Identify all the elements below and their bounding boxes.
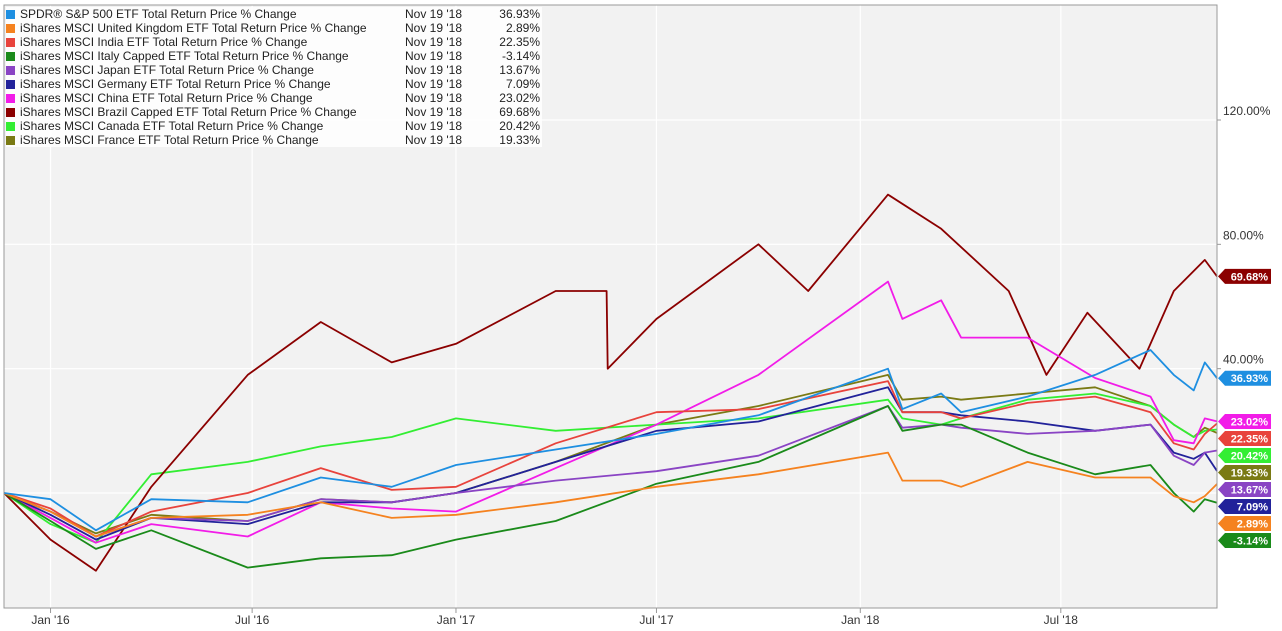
end-value-tag: [1218, 515, 1271, 531]
legend-date: Nov 19 '18: [405, 133, 462, 147]
legend-date: Nov 19 '18: [405, 35, 462, 49]
end-value-label: -3.14%: [1233, 535, 1268, 547]
legend-date: Nov 19 '18: [405, 77, 462, 91]
legend-value: 20.42%: [499, 119, 540, 133]
legend-series-name: iShares MSCI Japan ETF Total Return Pric…: [20, 63, 314, 77]
series-line: [3, 451, 1218, 538]
end-value-label: 2.89%: [1237, 518, 1268, 530]
legend-swatch: [6, 65, 15, 75]
legend-series-name: iShares MSCI Canada ETF Total Return Pri…: [20, 119, 324, 133]
legend-value: 22.35%: [499, 35, 540, 49]
legend-swatch: [6, 37, 15, 47]
legend-date: Nov 19 '18: [405, 7, 462, 21]
legend-value: 13.67%: [499, 63, 540, 77]
x-axis: Jan '16 Jul '16 Jan '17 Jul '17 Jan '18 Jul '…: [31, 608, 1078, 627]
legend-item: iShares MSCI United Kingdom ETF Total Re…: [6, 21, 542, 35]
x-tick-label: Jan '16: [31, 613, 70, 627]
legend-series-name: iShares MSCI United Kingdom ETF Total Re…: [20, 21, 367, 35]
legend-item: iShares MSCI Brazil Capped ETF Total Ret…: [6, 105, 542, 119]
x-tick-label: Jul '18: [1044, 613, 1079, 627]
legend-value: -3.14%: [501, 49, 540, 63]
legend-series-name: iShares MSCI India ETF Total Return Pric…: [20, 35, 308, 49]
series-line: [3, 405, 1218, 538]
legend-item: SPDR® S&P 500 ETF Total Return Price % C…: [6, 7, 542, 21]
legend-series-name: SPDR® S&P 500 ETF Total Return Price % C…: [20, 7, 297, 21]
legend-series-name: iShares MSCI Germany ETF Total Return Pr…: [20, 77, 331, 91]
legend-series-name: iShares MSCI Italy Capped ETF Total Retu…: [20, 49, 349, 63]
series-line: [3, 380, 1218, 538]
end-value-label: 13.67%: [1231, 484, 1269, 496]
legend-value: 7.09%: [505, 77, 540, 91]
legend-date: Nov 19 '18: [405, 63, 462, 77]
legend-value: 36.93%: [499, 7, 540, 21]
legend-swatch: [6, 79, 15, 89]
legend: SPDR® S&P 500 ETF Total Return Price % C…: [6, 7, 542, 147]
end-value-tag: [1218, 532, 1271, 548]
series-line: [3, 349, 1218, 532]
end-value-label: 20.42%: [1231, 450, 1269, 462]
end-value-label: 23.02%: [1231, 416, 1269, 428]
series-line: [3, 405, 1218, 569]
legend-series-name: iShares MSCI China ETF Total Return Pric…: [20, 91, 313, 105]
end-value-tag: [1218, 430, 1271, 446]
end-value-tag: [1218, 464, 1271, 480]
legend-swatch: [6, 23, 15, 33]
y-tick-label: 120.00%: [1223, 104, 1271, 118]
series-line: [3, 386, 1218, 541]
legend-value: 19.33%: [499, 133, 540, 147]
end-value-labels: 69.68% 36.93% 23.02% 22.35% 20.42% 19.33% 13.6…: [1218, 268, 1271, 548]
series-line: [3, 392, 1218, 544]
end-value-tag: [1218, 413, 1271, 429]
series-layer: [3, 193, 1218, 572]
legend-series-name: iShares MSCI France ETF Total Return Pri…: [20, 133, 319, 147]
legend-item: iShares MSCI India ETF Total Return Pric…: [6, 35, 542, 49]
end-value-label: 69.68%: [1231, 271, 1269, 283]
legend-swatch: [6, 135, 15, 145]
x-tick-label: Jan '18: [841, 613, 880, 627]
end-value-label: 7.09%: [1237, 501, 1268, 513]
legend-item: iShares MSCI Germany ETF Total Return Pr…: [6, 77, 542, 91]
legend-item: iShares MSCI Canada ETF Total Return Pri…: [6, 119, 542, 133]
legend-value: 23.02%: [499, 91, 540, 105]
legend-swatch: [6, 107, 15, 117]
end-value-tag: [1218, 481, 1271, 497]
series-line: [3, 280, 1218, 544]
end-value-tag: [1218, 370, 1271, 386]
legend-value: 2.89%: [505, 21, 540, 35]
legend-series-name: iShares MSCI Brazil Capped ETF Total Ret…: [20, 105, 357, 119]
end-value-tag: [1218, 268, 1271, 284]
series-line: [3, 193, 1218, 572]
y-axis: 40.00% 80.00% 120.00%: [1217, 104, 1271, 370]
end-value-label: 22.35%: [1231, 433, 1269, 445]
y-tick-label: 80.00%: [1223, 228, 1264, 242]
x-tick-label: Jul '17: [639, 613, 674, 627]
legend-item: iShares MSCI France ETF Total Return Pri…: [6, 133, 542, 147]
x-tick-label: Jan '17: [437, 613, 476, 627]
legend-date: Nov 19 '18: [405, 49, 462, 63]
end-value-tag: [1218, 447, 1271, 463]
legend-swatch: [6, 51, 15, 61]
legend-value: 69.68%: [499, 105, 540, 119]
legend-item: iShares MSCI China ETF Total Return Pric…: [6, 91, 542, 105]
end-value-label: 36.93%: [1231, 373, 1269, 385]
legend-item: iShares MSCI Italy Capped ETF Total Retu…: [6, 49, 542, 63]
legend-date: Nov 19 '18: [405, 119, 462, 133]
legend-date: Nov 19 '18: [405, 21, 462, 35]
legend-swatch: [6, 121, 15, 131]
legend-item: iShares MSCI Japan ETF Total Return Pric…: [6, 63, 542, 77]
legend-date: Nov 19 '18: [405, 91, 462, 105]
y-tick-label: 40.00%: [1223, 353, 1264, 367]
legend-date: Nov 19 '18: [405, 105, 462, 119]
legend-swatch: [6, 93, 15, 103]
end-value-tag: [1218, 498, 1271, 514]
x-tick-label: Jul '16: [235, 613, 270, 627]
plot-frame: [3, 4, 1218, 609]
legend-swatch: [6, 9, 15, 19]
end-value-label: 19.33%: [1231, 467, 1269, 479]
